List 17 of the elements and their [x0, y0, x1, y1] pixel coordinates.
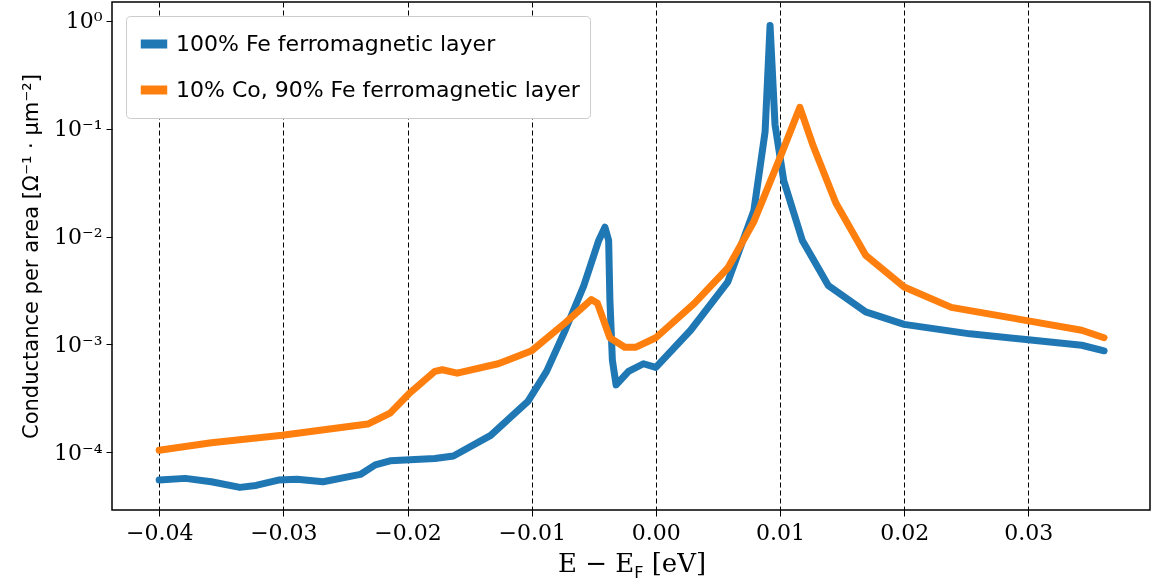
legend-label: 100% Fe ferromagnetic layer: [176, 31, 497, 56]
x-tick-label: −0.01: [498, 519, 566, 545]
x-tick-label: 0.01: [756, 519, 805, 545]
y-tick-label: 10⁻⁴: [54, 439, 103, 465]
x-tick-label: 0.03: [1004, 519, 1054, 545]
x-tick-label: 0.00: [631, 519, 681, 545]
y-tick-label: 10⁻³: [54, 331, 103, 357]
y-tick-label: 10⁻¹: [54, 116, 103, 142]
y-tick-label: 10⁰: [65, 8, 103, 34]
legend-label: 10% Co, 90% Fe ferromagnetic layer: [176, 77, 581, 102]
x-tick-label: −0.03: [250, 519, 318, 545]
y-tick-label: 10⁻²: [54, 224, 103, 250]
x-tick-label: −0.02: [374, 519, 442, 545]
x-axis-title: E − E$_{F}$ [eV]: [556, 548, 708, 583]
y-axis-title: Conductance per area [Ω⁻¹ · μm⁻²]: [19, 74, 44, 439]
x-tick-label: −0.04: [125, 519, 194, 545]
x-tick-label: 0.02: [880, 519, 930, 545]
